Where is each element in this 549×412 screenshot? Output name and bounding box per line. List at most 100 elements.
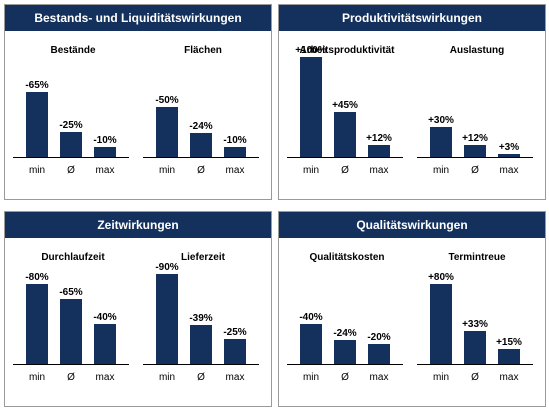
category-label: max bbox=[226, 165, 245, 176]
chart-title: Auslastung bbox=[450, 45, 504, 56]
bar bbox=[464, 331, 486, 364]
category-label: min bbox=[159, 372, 175, 383]
bar bbox=[60, 132, 82, 157]
category-label: max bbox=[96, 165, 115, 176]
chart-1: Flächen -50% min -24% Ø -10% max bbox=[143, 45, 259, 176]
panel-bestands-liquiditaet: Bestands- und Liquiditätswirkungen Bestä… bbox=[4, 4, 272, 200]
bar bbox=[156, 107, 178, 157]
panel-title: Produktivitätswirkungen bbox=[279, 5, 545, 31]
data-label: -39% bbox=[189, 313, 212, 324]
data-label: +15% bbox=[496, 337, 522, 348]
chart-title: Termintreue bbox=[448, 252, 505, 263]
data-label: -10% bbox=[93, 135, 116, 146]
bar bbox=[190, 325, 212, 364]
bar bbox=[334, 340, 356, 364]
bar bbox=[224, 339, 246, 364]
bar bbox=[430, 284, 452, 364]
chart-0: Bestände -65% min -25% Ø -10% max bbox=[13, 45, 129, 176]
category-label: Ø bbox=[67, 165, 75, 176]
data-label: -10% bbox=[223, 135, 246, 146]
data-label: +33% bbox=[462, 319, 488, 330]
chart-title: Bestände bbox=[50, 45, 95, 56]
data-label: -40% bbox=[299, 312, 322, 323]
category-label: Ø bbox=[341, 165, 349, 176]
data-label: -90% bbox=[155, 262, 178, 273]
category-label: min bbox=[433, 372, 449, 383]
panel-charts: Arbeitsproduktivität+100% min +45% Ø +12% max… bbox=[287, 45, 533, 176]
bar bbox=[94, 324, 116, 364]
category-label: min bbox=[29, 165, 45, 176]
data-label: -50% bbox=[155, 95, 178, 106]
data-label: -65% bbox=[59, 287, 82, 298]
bar bbox=[430, 127, 452, 157]
category-label: min bbox=[159, 165, 175, 176]
data-label: +12% bbox=[462, 133, 488, 144]
chart-7: Termintreue +80% min +33% Ø +15% max bbox=[417, 252, 533, 383]
category-label: Ø bbox=[471, 165, 479, 176]
data-label: -20% bbox=[367, 332, 390, 343]
panel-zeit: Zeitwirkungen Durchlaufzeit -80% min -65% Ø -… bbox=[4, 211, 272, 407]
bar bbox=[498, 349, 520, 364]
data-label: -65% bbox=[25, 80, 48, 91]
chart-title: Flächen bbox=[184, 45, 222, 56]
data-label: -25% bbox=[223, 327, 246, 338]
category-label: min bbox=[433, 165, 449, 176]
panel-qualitaet: Qualitätswirkungen Qualitätskosten -40% mi… bbox=[278, 211, 546, 407]
bar bbox=[498, 154, 520, 157]
chart-2: Arbeitsproduktivität+100% min +45% Ø +12% max bbox=[287, 45, 403, 176]
panel-charts: Qualitätskosten-40%min-24%Ø-20%maxTermin… bbox=[287, 252, 533, 383]
bar bbox=[368, 145, 390, 157]
bar bbox=[94, 147, 116, 157]
data-label: -25% bbox=[59, 120, 82, 131]
data-label: -24% bbox=[333, 328, 356, 339]
bar bbox=[156, 274, 178, 364]
data-label: +12% bbox=[366, 133, 392, 144]
category-label: max bbox=[226, 372, 245, 383]
panel-title: Zeitwirkungen bbox=[5, 212, 271, 238]
chart-6: Qualitätskosten -40% min -24% Ø -20% max bbox=[287, 252, 403, 383]
category-label: Ø bbox=[471, 372, 479, 383]
bar bbox=[368, 344, 390, 364]
bar bbox=[26, 284, 48, 364]
chart-3: Auslastung +30% min +12% Ø +3% max bbox=[417, 45, 533, 176]
category-label: max bbox=[500, 372, 519, 383]
panel-produktivitaet: Produktivitätswirkungen Arbeitsproduktiv… bbox=[278, 4, 546, 200]
bar bbox=[224, 147, 246, 157]
bar bbox=[190, 133, 212, 157]
chart-title: Arbeitsproduktivität bbox=[299, 45, 395, 56]
category-label: max bbox=[370, 372, 389, 383]
data-label: -24% bbox=[189, 121, 212, 132]
panel-charts: Durchlaufzeit-80%min-65%Ø-40%maxLieferze… bbox=[13, 252, 259, 383]
category-label: Ø bbox=[341, 372, 349, 383]
bar bbox=[26, 92, 48, 157]
panel-charts: Bestände -65% min -25% Ø -10% max Flächen -50% mi… bbox=[13, 45, 259, 176]
panel-title: Qualitätswirkungen bbox=[279, 212, 545, 238]
category-label: max bbox=[370, 165, 389, 176]
bar bbox=[464, 145, 486, 157]
data-label: +30% bbox=[428, 115, 454, 126]
category-label: min bbox=[29, 372, 45, 383]
category-label: Ø bbox=[197, 372, 205, 383]
chart-title: Qualitätskosten bbox=[309, 252, 384, 263]
data-label: +80% bbox=[428, 272, 454, 283]
bar bbox=[300, 324, 322, 364]
data-label: +45% bbox=[332, 100, 358, 111]
category-label: max bbox=[96, 372, 115, 383]
data-label: +3% bbox=[499, 142, 519, 153]
category-label: max bbox=[500, 165, 519, 176]
chart-4: Durchlaufzeit -80% min -65% Ø -40% max bbox=[13, 252, 129, 383]
category-label: min bbox=[303, 165, 319, 176]
chart-title: Durchlaufzeit bbox=[41, 252, 105, 263]
category-label: Ø bbox=[197, 165, 205, 176]
panel-title: Bestands- und Liquiditätswirkungen bbox=[5, 5, 271, 31]
data-label: -40% bbox=[93, 312, 116, 323]
bar bbox=[60, 299, 82, 364]
chart-5: Lieferzeit-90% min -39% Ø -25% max bbox=[143, 252, 259, 383]
bar bbox=[334, 112, 356, 157]
category-label: min bbox=[303, 372, 319, 383]
bar bbox=[300, 57, 322, 157]
category-label: Ø bbox=[67, 372, 75, 383]
data-label: +100% bbox=[295, 45, 327, 56]
data-label: -80% bbox=[25, 272, 48, 283]
chart-title: Lieferzeit bbox=[181, 252, 226, 263]
